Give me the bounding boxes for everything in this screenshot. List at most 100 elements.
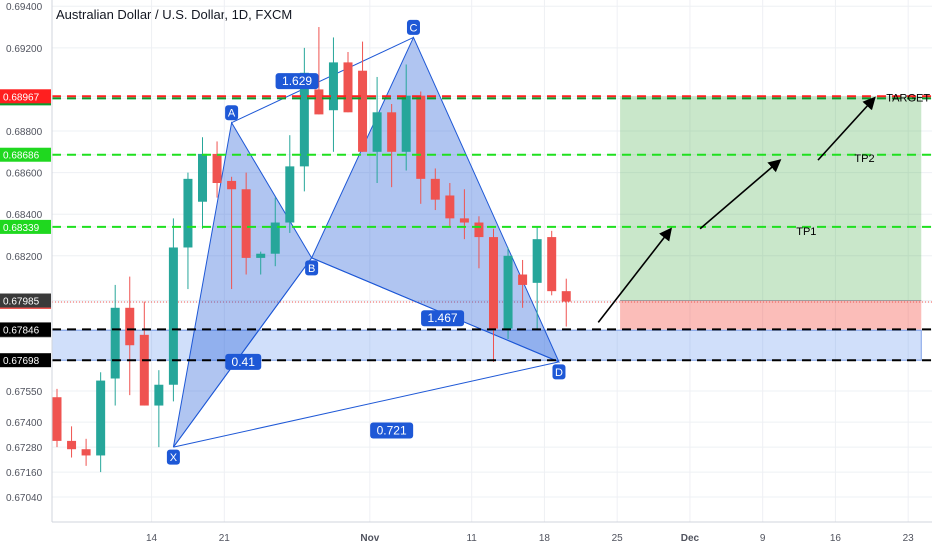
price-tag-label: 0.68967 [3,92,40,103]
pattern-leg [173,361,560,448]
target-label: TP1 [796,226,816,238]
price-tick-label: 0.68800 [6,127,43,138]
candle-body [489,237,498,329]
candle-body [110,307,120,379]
pattern-leg [172,257,313,448]
point-badge [225,105,239,121]
price-tag-label: 0.68339 [3,223,40,234]
price-tick-label: 0.67400 [6,418,43,429]
ratio-label: 1.467 [428,311,458,325]
price-tag-bg [0,353,51,368]
candle-body [139,334,149,406]
candle-body [314,89,324,115]
ratio-badge [225,353,262,370]
time-tick-label: Dec [681,533,700,544]
price-tick-label: 0.67550 [6,387,43,398]
candle-body [328,62,338,111]
candle-body [474,222,484,238]
point-label: C [409,22,417,34]
candle-body [445,195,455,219]
candle-body [241,189,251,258]
candle-body [343,62,353,113]
time-tick-label: 18 [539,533,551,544]
candle-body [459,218,469,223]
price-tag-label: 0.67698 [3,356,40,367]
time-tick-label: 25 [612,533,624,544]
point-label: D [555,367,563,379]
reward-zone [620,96,922,301]
price-axis-bg [0,0,52,522]
candle-body [270,222,280,254]
candle-body [96,380,106,456]
ratio-label: 0.41 [232,355,256,369]
projection-arrow [597,227,672,323]
chart-title: Australian Dollar / U.S. Dollar, 1D, FXC… [56,7,293,22]
price-tick-label: 0.69400 [6,2,43,13]
price-tag-bg [0,293,51,308]
time-axis-bg [0,522,932,550]
candle-body [198,153,207,202]
price-tag-label: 0.67846 [3,325,40,336]
candle-body [81,449,91,456]
projection-arrow [699,159,782,230]
point-label: X [170,452,178,464]
price-tag-bg [0,147,51,162]
point-label: A [228,108,236,120]
time-tick-label: 9 [760,533,766,544]
candle-body [154,384,164,406]
projection-arrow [817,96,876,161]
price-tick-label: 0.67280 [6,443,43,454]
candle-body [358,70,368,152]
point-badge [552,364,566,380]
candle-body [212,153,222,184]
candle-body [372,112,382,152]
candle-body [532,239,542,283]
price-tick-label: 0.68200 [6,252,43,263]
ratio-label: 0.721 [377,423,407,437]
candle-body [125,307,135,346]
time-tick-label: Nov [360,533,379,544]
candle-body [416,95,426,179]
time-tick-label: 16 [830,533,842,544]
target-label: TP2 [854,153,874,165]
candle-body [168,247,178,385]
ratio-badge [421,310,465,327]
candle-body [256,253,266,258]
price-tick-label: 0.68600 [6,169,43,180]
candle-body [52,397,62,441]
candle-body [503,255,513,329]
candle-body [430,178,440,200]
price-tag-label: 0.68686 [3,151,40,162]
point-label: B [308,263,315,275]
support-zone [51,329,922,361]
time-tick-label: 21 [219,533,231,544]
candle-body [561,291,571,302]
time-tick-label: 23 [903,533,915,544]
pattern-leg [231,36,414,124]
candle-body [67,440,77,450]
time-tick-label: 11 [466,533,477,544]
candle-body [547,237,557,292]
ratio-badge [370,422,414,439]
price-tick-label: 0.67160 [6,468,43,479]
point-badge [305,260,319,276]
price-tick-label: 0.68400 [6,210,43,221]
risk-zone [620,300,922,330]
candle-body [387,112,397,152]
target-label: TARGET [886,93,930,105]
candle-body [227,180,237,190]
pattern-leg [311,257,560,363]
price-tick-label: 0.69200 [6,44,43,55]
candle-body [183,178,193,248]
candle-body [285,166,295,223]
candle-body [299,72,309,167]
ratio-label: 1.629 [282,74,312,88]
candle-body [518,274,528,285]
price-tick-label: 0.67040 [6,493,43,504]
point-badge [166,449,180,465]
price-tag-bg [0,322,51,337]
ratio-badge [275,73,319,90]
time-tick-label: 14 [146,533,158,544]
candle-body [401,95,411,152]
